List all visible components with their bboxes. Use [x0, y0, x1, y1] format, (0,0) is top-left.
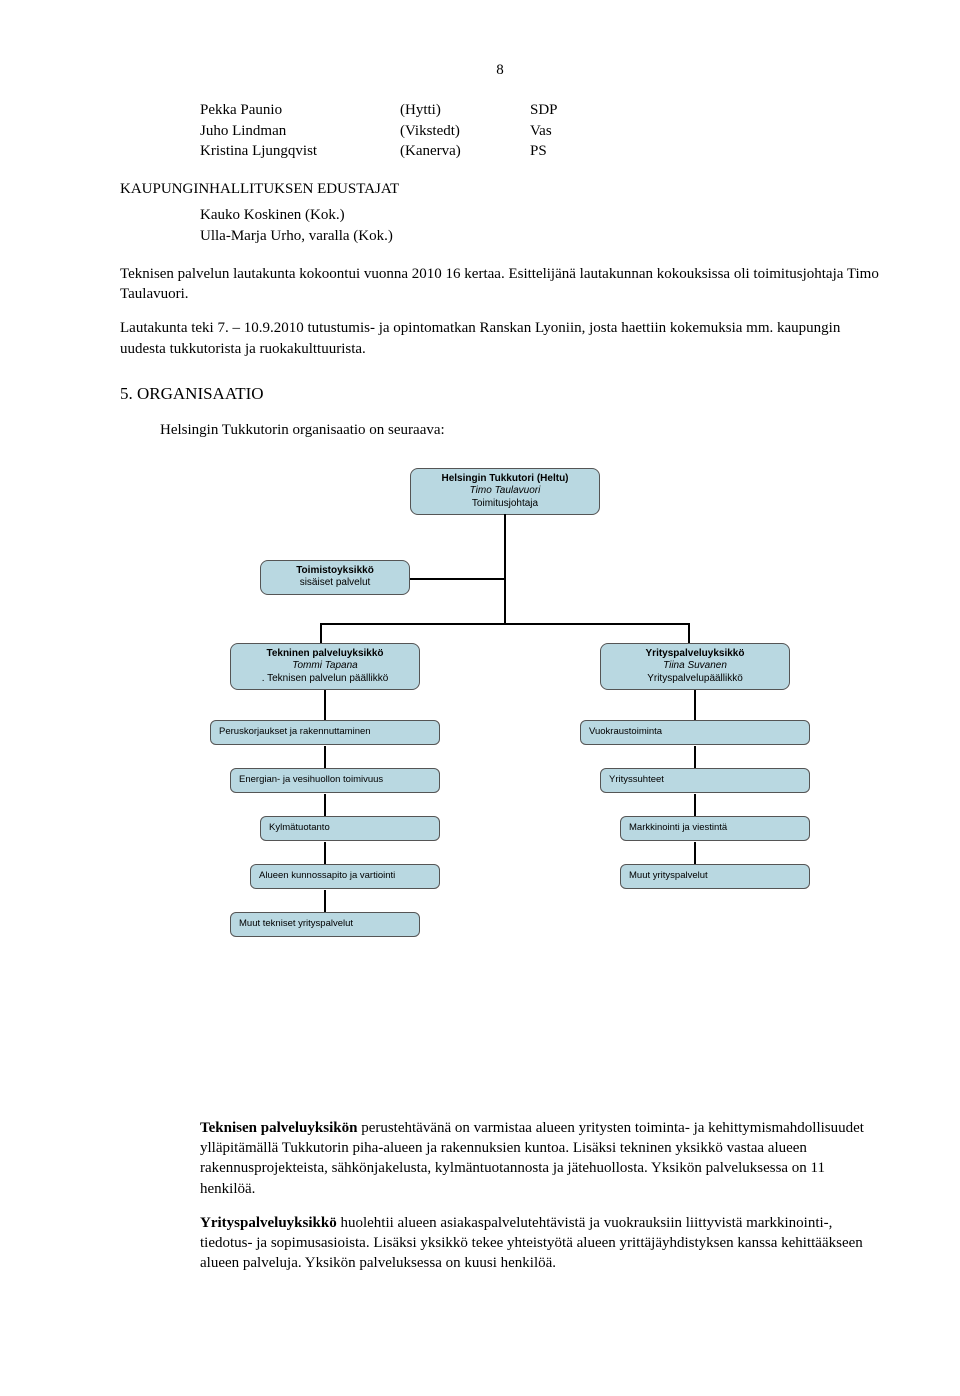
node-title: Yrityspalveluyksikkö — [609, 648, 781, 661]
rep-line: Kauko Koskinen (Kok.) — [200, 205, 880, 225]
org-leaf: Peruskorjaukset ja rakennuttaminen — [210, 720, 440, 745]
paren-cell: (Kanerva) — [400, 141, 530, 161]
org-leaf: Vuokraustoiminta — [580, 720, 810, 745]
node-title: Tekninen palveluyksikkö — [239, 648, 411, 661]
org-left-head: Tekninen palveluyksikkö Tommi Tapana . T… — [230, 643, 420, 691]
name-cell: Kristina Ljungqvist — [200, 141, 400, 161]
paren-cell: (Hytti) — [400, 100, 530, 120]
node-name: Timo Taulavuori — [419, 485, 591, 498]
section-intro: Helsingin Tukkutorin organisaatio on seu… — [160, 420, 880, 440]
paragraph: Teknisen palveluyksikön perustehtävänä o… — [200, 1118, 880, 1199]
party-cell: PS — [530, 141, 590, 161]
org-leaf: Kylmätuotanto — [260, 816, 440, 841]
node-title: Helsingin Tukkutori (Heltu) — [419, 473, 591, 486]
bottom-paragraphs: Teknisen palveluyksikön perustehtävänä o… — [200, 1118, 880, 1274]
rep-line: Ulla-Marja Urho, varalla (Kok.) — [200, 226, 880, 246]
paragraph: Teknisen palvelun lautakunta kokoontui v… — [120, 264, 880, 305]
paren-cell: (Vikstedt) — [400, 121, 530, 141]
bold-lead: Teknisen palveluyksikön — [200, 1120, 357, 1136]
org-leaf: Muut tekniset yrityspalvelut — [230, 912, 420, 937]
node-name: Tiina Suvanen — [609, 660, 781, 673]
node-role: . Teknisen palvelun päällikkö — [239, 673, 411, 686]
org-leaf: Yrityssuhteet — [600, 768, 810, 793]
org-root-node: Helsingin Tukkutori (Heltu) Timo Taulavu… — [410, 468, 600, 516]
org-chart: Helsingin Tukkutori (Heltu) Timo Taulavu… — [180, 468, 820, 1068]
org-leaf: Markkinointi ja viestintä — [620, 816, 810, 841]
org-leaf: Alueen kunnossapito ja vartiointi — [250, 864, 440, 889]
name-cell: Pekka Paunio — [200, 100, 400, 120]
names-table: Pekka Paunio (Hytti) SDP Juho Lindman (V… — [200, 100, 880, 161]
subheading: KAUPUNGINHALLITUKSEN EDUSTAJAT — [120, 179, 880, 199]
node-role: Toimitusjohtaja — [419, 498, 591, 511]
name-cell: Juho Lindman — [200, 121, 400, 141]
paragraph: Lautakunta teki 7. – 10.9.2010 tutustumi… — [120, 318, 880, 359]
node-sub: sisäiset palvelut — [269, 577, 401, 590]
paragraph: Yrityspalveluyksikkö huolehtii alueen as… — [200, 1213, 880, 1274]
page-number: 8 — [120, 60, 880, 80]
representatives: Kauko Koskinen (Kok.) Ulla-Marja Urho, v… — [200, 205, 880, 246]
org-right-head: Yrityspalveluyksikkö Tiina Suvanen Yrity… — [600, 643, 790, 691]
node-name: Tommi Tapana — [239, 660, 411, 673]
party-cell: SDP — [530, 100, 590, 120]
bold-lead: Yrityspalveluyksikkö — [200, 1215, 337, 1231]
node-title: Toimistoyksikkö — [269, 565, 401, 578]
org-leaf: Muut yrityspalvelut — [620, 864, 810, 889]
org-leaf: Energian- ja vesihuollon toimivuus — [230, 768, 440, 793]
section-heading: 5. ORGANISAATIO — [120, 383, 880, 406]
org-toimisto-node: Toimistoyksikkö sisäiset palvelut — [260, 560, 410, 595]
party-cell: Vas — [530, 121, 590, 141]
node-role: Yrityspalvelupäällikkö — [609, 673, 781, 686]
